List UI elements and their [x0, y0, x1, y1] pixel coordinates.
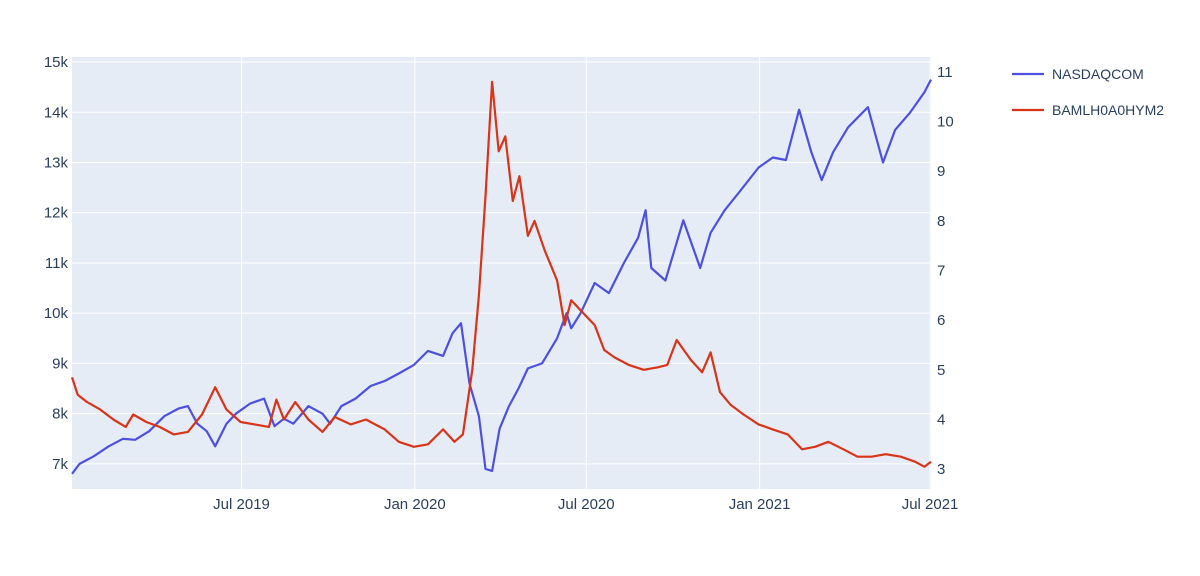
plot-area: [72, 57, 931, 489]
right-y-tick-label: 5: [937, 362, 945, 379]
left-y-axis: 7k 8k 9k 10k 11k 12k 13k 14k 15k: [44, 54, 69, 473]
series-line-bamlh0a0hym2: [70, 80, 932, 468]
x-tick-label: Jan 2021: [729, 496, 791, 513]
left-y-tick-label: 13k: [44, 154, 69, 171]
right-y-tick-label: 10: [937, 114, 954, 131]
right-y-tick-label: 3: [937, 461, 945, 478]
left-y-tick-label: 10k: [44, 305, 69, 322]
left-y-tick-label: 7k: [52, 456, 68, 473]
right-y-tick-label: 4: [937, 411, 945, 428]
x-tick-label: Jul 2019: [213, 496, 270, 513]
x-tick-label: Jan 2020: [384, 496, 446, 513]
right-y-tick-label: 6: [937, 312, 945, 329]
left-y-tick-label: 14k: [44, 104, 69, 121]
right-y-axis: 3 4 5 6 7 8 9 10 11: [937, 64, 954, 478]
gridlines: [72, 57, 931, 489]
left-y-tick-label: 8k: [52, 406, 68, 423]
legend[interactable]: NASDAQCOM BAMLH0A0HYM2: [1012, 66, 1164, 118]
legend-item-nasdaqcom[interactable]: NASDAQCOM: [1012, 66, 1144, 82]
legend-label: BAMLH0A0HYM2: [1052, 102, 1164, 118]
left-y-tick-label: 9k: [52, 355, 68, 372]
right-y-tick-label: 11: [937, 64, 953, 81]
left-y-tick-label: 15k: [44, 54, 69, 71]
x-tick-label: Jul 2020: [558, 496, 615, 513]
x-axis: Jul 2019 Jan 2020 Jul 2020 Jan 2021 Jul 2021: [213, 496, 958, 513]
left-y-tick-label: 12k: [44, 205, 69, 222]
left-y-tick-label: 11k: [45, 255, 69, 272]
right-y-tick-label: 7: [937, 263, 945, 280]
legend-item-bamlh0a0hym2[interactable]: BAMLH0A0HYM2: [1012, 102, 1164, 118]
legend-label: NASDAQCOM: [1052, 66, 1144, 82]
series-lines: [70, 79, 932, 475]
series-line-nasdaqcom: [71, 79, 932, 475]
x-tick-label: Jul 2021: [902, 496, 959, 513]
right-y-tick-label: 8: [937, 213, 945, 230]
right-y-tick-label: 9: [937, 163, 945, 180]
